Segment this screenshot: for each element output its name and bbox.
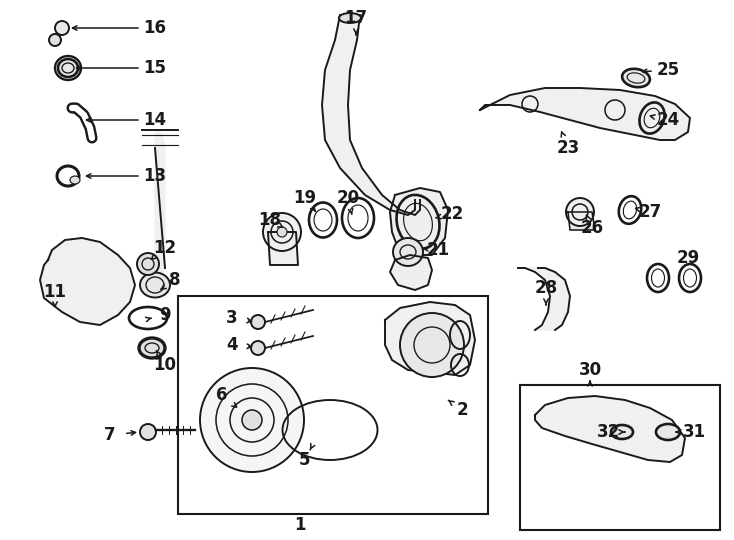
Text: 31: 31 [683, 423, 705, 441]
Text: 23: 23 [556, 139, 580, 157]
Ellipse shape [58, 59, 78, 77]
Ellipse shape [611, 425, 633, 439]
Polygon shape [390, 255, 432, 290]
Text: 27: 27 [639, 203, 661, 221]
Text: 32: 32 [596, 423, 619, 441]
Polygon shape [480, 88, 690, 140]
Text: 2: 2 [457, 401, 468, 419]
Ellipse shape [393, 238, 423, 266]
Text: 30: 30 [578, 361, 602, 379]
Ellipse shape [263, 213, 301, 251]
Text: 3: 3 [226, 309, 238, 327]
Ellipse shape [137, 253, 159, 275]
Polygon shape [40, 238, 135, 325]
Text: 15: 15 [144, 59, 167, 77]
Text: 22: 22 [440, 205, 464, 223]
Polygon shape [535, 396, 685, 462]
Polygon shape [268, 232, 298, 265]
Bar [520, 385, 720, 530]
Text: 7: 7 [104, 426, 116, 444]
Polygon shape [390, 188, 448, 255]
Circle shape [400, 313, 464, 377]
Text: 5: 5 [299, 451, 310, 469]
Ellipse shape [277, 227, 287, 237]
Ellipse shape [55, 21, 69, 35]
Ellipse shape [139, 338, 165, 358]
Polygon shape [155, 130, 165, 275]
Text: 10: 10 [153, 356, 176, 374]
Ellipse shape [49, 34, 61, 46]
Polygon shape [385, 302, 475, 375]
Polygon shape [322, 15, 420, 215]
Text: 12: 12 [153, 239, 177, 257]
Circle shape [242, 410, 262, 430]
Circle shape [200, 368, 304, 472]
Circle shape [251, 315, 265, 329]
Text: 1: 1 [294, 516, 306, 534]
Ellipse shape [140, 273, 170, 298]
Ellipse shape [566, 198, 594, 226]
Text: 28: 28 [534, 279, 558, 297]
Ellipse shape [622, 69, 650, 87]
Text: 20: 20 [336, 189, 360, 207]
Ellipse shape [339, 13, 361, 23]
Text: 17: 17 [344, 9, 368, 27]
Text: 21: 21 [426, 241, 449, 259]
Text: 8: 8 [170, 271, 181, 289]
Text: 19: 19 [294, 189, 316, 207]
Ellipse shape [70, 176, 80, 184]
Text: 9: 9 [159, 306, 171, 324]
Bar [178, 296, 488, 514]
Text: 26: 26 [581, 219, 603, 237]
Text: 13: 13 [143, 167, 167, 185]
Text: 4: 4 [226, 336, 238, 354]
Polygon shape [518, 268, 570, 330]
Circle shape [140, 424, 156, 440]
Circle shape [251, 341, 265, 355]
Text: 16: 16 [144, 19, 167, 37]
Text: 29: 29 [676, 249, 700, 267]
Text: 14: 14 [143, 111, 167, 129]
Text: 24: 24 [656, 111, 680, 129]
Text: 6: 6 [217, 386, 228, 404]
Text: 18: 18 [258, 211, 282, 229]
Text: 11: 11 [43, 283, 67, 301]
Polygon shape [568, 212, 595, 230]
Ellipse shape [656, 424, 680, 440]
Text: 25: 25 [656, 61, 680, 79]
